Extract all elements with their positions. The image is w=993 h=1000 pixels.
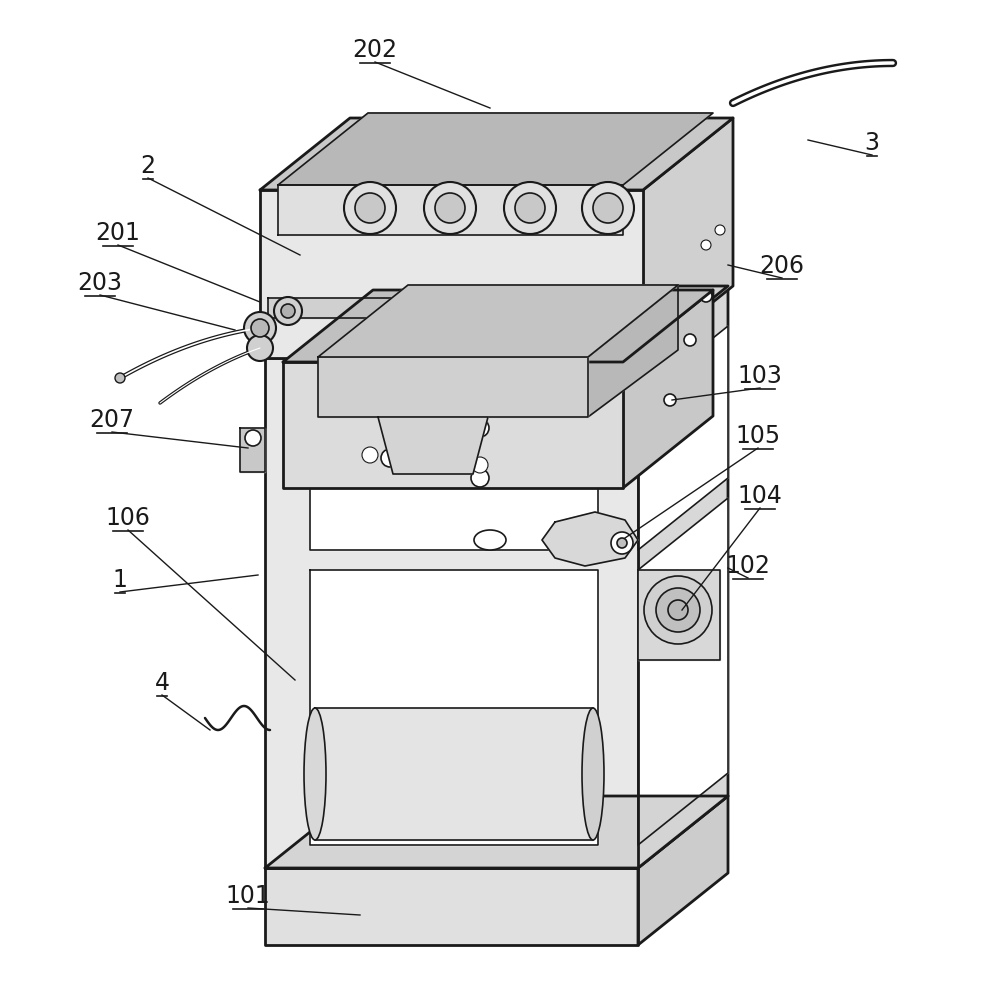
Polygon shape <box>278 185 623 235</box>
Polygon shape <box>315 708 593 840</box>
Circle shape <box>617 538 627 548</box>
Polygon shape <box>638 286 728 868</box>
Text: 2: 2 <box>140 154 156 178</box>
Circle shape <box>251 319 269 337</box>
Circle shape <box>281 304 295 318</box>
Circle shape <box>274 297 302 325</box>
Ellipse shape <box>474 530 506 550</box>
Polygon shape <box>638 498 728 845</box>
Text: 102: 102 <box>726 554 771 578</box>
Polygon shape <box>623 290 713 488</box>
Polygon shape <box>542 512 638 566</box>
Text: 203: 203 <box>77 271 122 295</box>
Ellipse shape <box>435 193 465 223</box>
Polygon shape <box>265 868 638 945</box>
Text: 206: 206 <box>760 254 804 278</box>
Polygon shape <box>638 796 728 945</box>
Text: 201: 201 <box>95 221 140 245</box>
Circle shape <box>362 447 378 463</box>
Ellipse shape <box>504 182 556 234</box>
Polygon shape <box>283 362 623 488</box>
Circle shape <box>472 372 488 388</box>
Polygon shape <box>278 113 713 185</box>
Polygon shape <box>310 398 598 550</box>
Circle shape <box>700 290 712 302</box>
Ellipse shape <box>304 708 326 840</box>
Text: 3: 3 <box>865 131 880 155</box>
Text: 105: 105 <box>736 424 780 448</box>
Ellipse shape <box>582 708 604 840</box>
Polygon shape <box>378 417 488 474</box>
Polygon shape <box>638 570 720 660</box>
Text: 101: 101 <box>225 884 270 908</box>
Circle shape <box>684 334 696 346</box>
Text: 104: 104 <box>738 484 782 508</box>
Polygon shape <box>268 298 635 318</box>
Polygon shape <box>265 286 728 358</box>
Polygon shape <box>638 326 728 550</box>
Circle shape <box>656 588 700 632</box>
Polygon shape <box>265 358 638 868</box>
Circle shape <box>381 449 399 467</box>
Circle shape <box>611 532 633 554</box>
Text: 103: 103 <box>738 364 782 388</box>
Polygon shape <box>588 285 678 417</box>
Ellipse shape <box>355 193 385 223</box>
Circle shape <box>715 225 725 235</box>
Circle shape <box>471 419 489 437</box>
Circle shape <box>668 600 688 620</box>
Polygon shape <box>240 428 265 472</box>
Polygon shape <box>265 796 728 868</box>
Text: 202: 202 <box>353 38 397 62</box>
Circle shape <box>664 394 676 406</box>
Text: 1: 1 <box>112 568 127 592</box>
Ellipse shape <box>424 182 476 234</box>
Ellipse shape <box>515 193 545 223</box>
Text: 106: 106 <box>105 506 150 530</box>
Text: 4: 4 <box>155 671 170 695</box>
Polygon shape <box>260 118 733 190</box>
Circle shape <box>644 576 712 644</box>
Polygon shape <box>310 570 598 845</box>
Polygon shape <box>318 285 678 357</box>
Circle shape <box>244 312 276 344</box>
Ellipse shape <box>582 182 634 234</box>
Ellipse shape <box>344 182 396 234</box>
Polygon shape <box>260 190 643 358</box>
Circle shape <box>701 240 711 250</box>
Circle shape <box>472 457 488 473</box>
Polygon shape <box>283 290 713 362</box>
Ellipse shape <box>593 193 623 223</box>
Polygon shape <box>643 118 733 358</box>
Polygon shape <box>318 357 588 417</box>
Circle shape <box>247 335 273 361</box>
Circle shape <box>245 430 261 446</box>
Circle shape <box>471 469 489 487</box>
Text: 207: 207 <box>89 408 134 432</box>
Circle shape <box>115 373 125 383</box>
